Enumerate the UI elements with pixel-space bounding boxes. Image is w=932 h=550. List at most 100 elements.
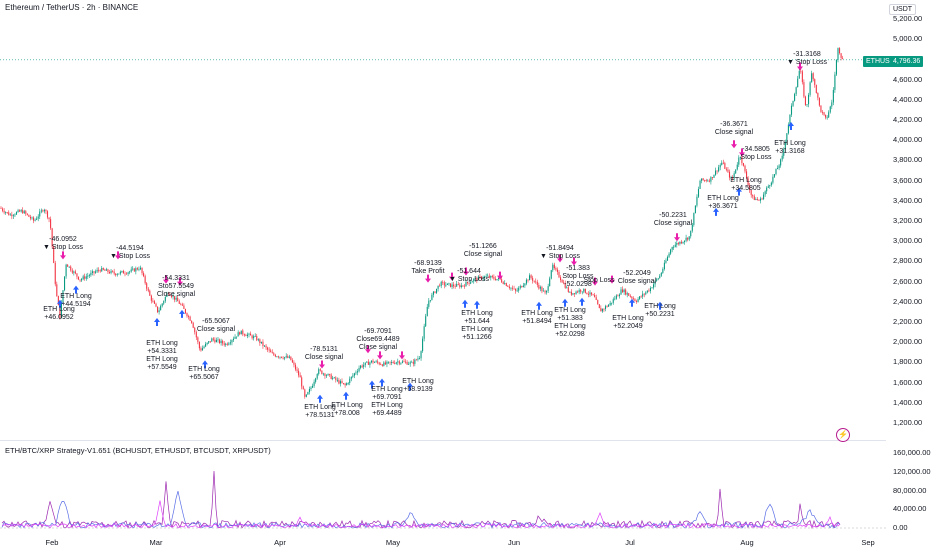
lightning-icon[interactable]: ⚡ (836, 428, 850, 442)
candle (88, 275, 90, 276)
candle (539, 287, 541, 289)
candle (418, 358, 421, 360)
price-tick-label: 3,600.00 (893, 175, 923, 185)
arrow-down-icon (731, 140, 737, 149)
candle (620, 289, 622, 295)
currency-button[interactable]: USDT (889, 4, 917, 15)
candle (625, 289, 627, 295)
indicator-tick-label: 40,000.00 (893, 504, 927, 514)
arrow-up-icon (317, 394, 323, 403)
trade-annotation: Stop Loss (583, 277, 615, 284)
candle (308, 389, 310, 393)
candle (386, 361, 388, 365)
price-tick-label: 2,400.00 (893, 296, 923, 306)
candle (739, 157, 741, 158)
price-tick-label: 1,200.00 (893, 418, 923, 427)
candle (77, 276, 80, 280)
candle (522, 285, 524, 288)
candle (763, 194, 765, 200)
candle (538, 284, 540, 289)
candle (367, 361, 369, 365)
candle (222, 340, 224, 344)
trade-annotation: ETH Long +78.5131 (304, 404, 336, 419)
candle (648, 290, 650, 292)
candle (604, 306, 607, 310)
candle (634, 299, 636, 302)
candle (355, 372, 357, 374)
candle (611, 302, 613, 304)
candle (169, 294, 171, 296)
candle (445, 284, 447, 286)
candle (423, 326, 425, 339)
candle (753, 196, 755, 201)
candle (814, 79, 816, 85)
candle (684, 240, 686, 242)
candle (76, 273, 78, 277)
candle (183, 305, 185, 309)
arrow-up-icon (579, 297, 585, 306)
candle (91, 271, 93, 273)
trade-annotation: ETH Long +50.2231 (644, 303, 676, 318)
candle (513, 288, 515, 290)
candle (203, 346, 205, 349)
candle (783, 149, 785, 156)
candle (496, 279, 498, 281)
candle (301, 377, 303, 387)
candle (375, 361, 377, 363)
candle (826, 117, 828, 119)
candle (217, 339, 219, 341)
candle (504, 283, 506, 284)
candle (184, 308, 186, 314)
candle (422, 338, 424, 352)
candle (40, 210, 42, 212)
price-tick-label: 4,000.00 (893, 135, 923, 145)
candle (642, 293, 644, 297)
candle (736, 164, 738, 170)
candle (157, 306, 159, 313)
candle (755, 199, 757, 201)
candle (322, 373, 324, 375)
candle (256, 335, 258, 341)
candle (360, 365, 362, 369)
candle (279, 356, 281, 358)
candle (747, 178, 749, 186)
candle (631, 296, 633, 299)
candle (405, 361, 407, 363)
candle (353, 373, 355, 376)
trade-annotation: -69.7091 Close69.4489 Close signal (356, 328, 400, 351)
candle (834, 74, 836, 90)
candle (795, 87, 797, 95)
candle (271, 352, 273, 354)
arrow-up-icon (379, 378, 385, 387)
candle (265, 345, 267, 348)
candle (305, 394, 307, 397)
arrow-up-icon (369, 380, 375, 389)
candle (502, 282, 504, 284)
candle (149, 290, 151, 296)
trade-annotation: ETH Long +51.8494 (521, 310, 553, 325)
candle (598, 304, 600, 309)
candle (215, 339, 217, 343)
candle (431, 294, 433, 300)
candle (268, 349, 270, 351)
candle (180, 303, 182, 305)
candle (535, 281, 537, 283)
candle (122, 270, 124, 274)
candle (336, 379, 338, 381)
candle (201, 348, 204, 351)
candle (48, 217, 50, 220)
candle (666, 256, 669, 261)
candle (812, 73, 814, 80)
candle (592, 294, 594, 296)
candle (780, 159, 782, 166)
candle (406, 361, 408, 365)
indicator-tick-label: 120,000.00 (893, 466, 931, 476)
candle (296, 369, 298, 371)
candle (101, 267, 103, 272)
trade-annotation: ETH Long +46.0952 (43, 306, 75, 321)
candle (521, 286, 523, 288)
pane-separator[interactable] (0, 440, 886, 441)
candle (794, 94, 796, 101)
candle (31, 217, 33, 219)
